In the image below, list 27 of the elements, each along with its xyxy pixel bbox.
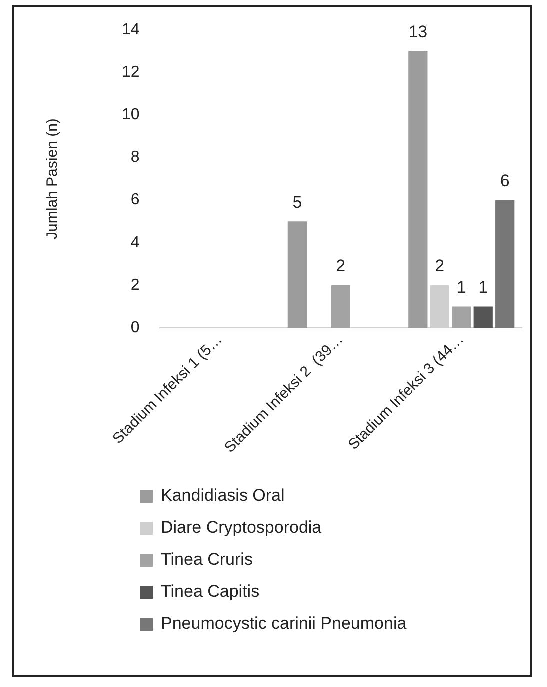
bar <box>452 306 472 328</box>
legend-label: Diare Cryptosporodia <box>161 518 322 538</box>
legend-label: Kandidiasis Oral <box>161 486 285 506</box>
y-tick-label: 4 <box>130 234 140 252</box>
bar <box>288 222 307 328</box>
y-tick-label: 12 <box>122 64 140 81</box>
y-tick-label: 2 <box>130 276 140 294</box>
data-label: 6 <box>500 172 510 191</box>
y-tick-label: 0 <box>130 319 140 336</box>
legend-label: Pneumocystic carinii Pneumonia <box>161 614 407 634</box>
data-label: 1 <box>478 278 488 297</box>
data-label: 13 <box>408 22 428 42</box>
data-label: 2 <box>336 256 346 276</box>
data-label: 1 <box>456 278 466 297</box>
y-axis-title: Jumlah Pasien (n) <box>44 118 62 240</box>
y-tick-label: 10 <box>122 106 140 124</box>
bar <box>496 200 515 328</box>
y-tick-label: 14 <box>122 21 140 38</box>
legend-label: Tinea Cruris <box>161 550 253 570</box>
bar <box>474 306 493 328</box>
data-label: 5 <box>292 192 302 212</box>
bar <box>331 286 350 328</box>
bar <box>408 51 428 328</box>
legend-label: Tinea Capitis <box>161 582 260 602</box>
y-tick-label: 6 <box>130 192 140 209</box>
data-label: 2 <box>435 256 445 276</box>
y-tick-label: 8 <box>130 149 140 166</box>
